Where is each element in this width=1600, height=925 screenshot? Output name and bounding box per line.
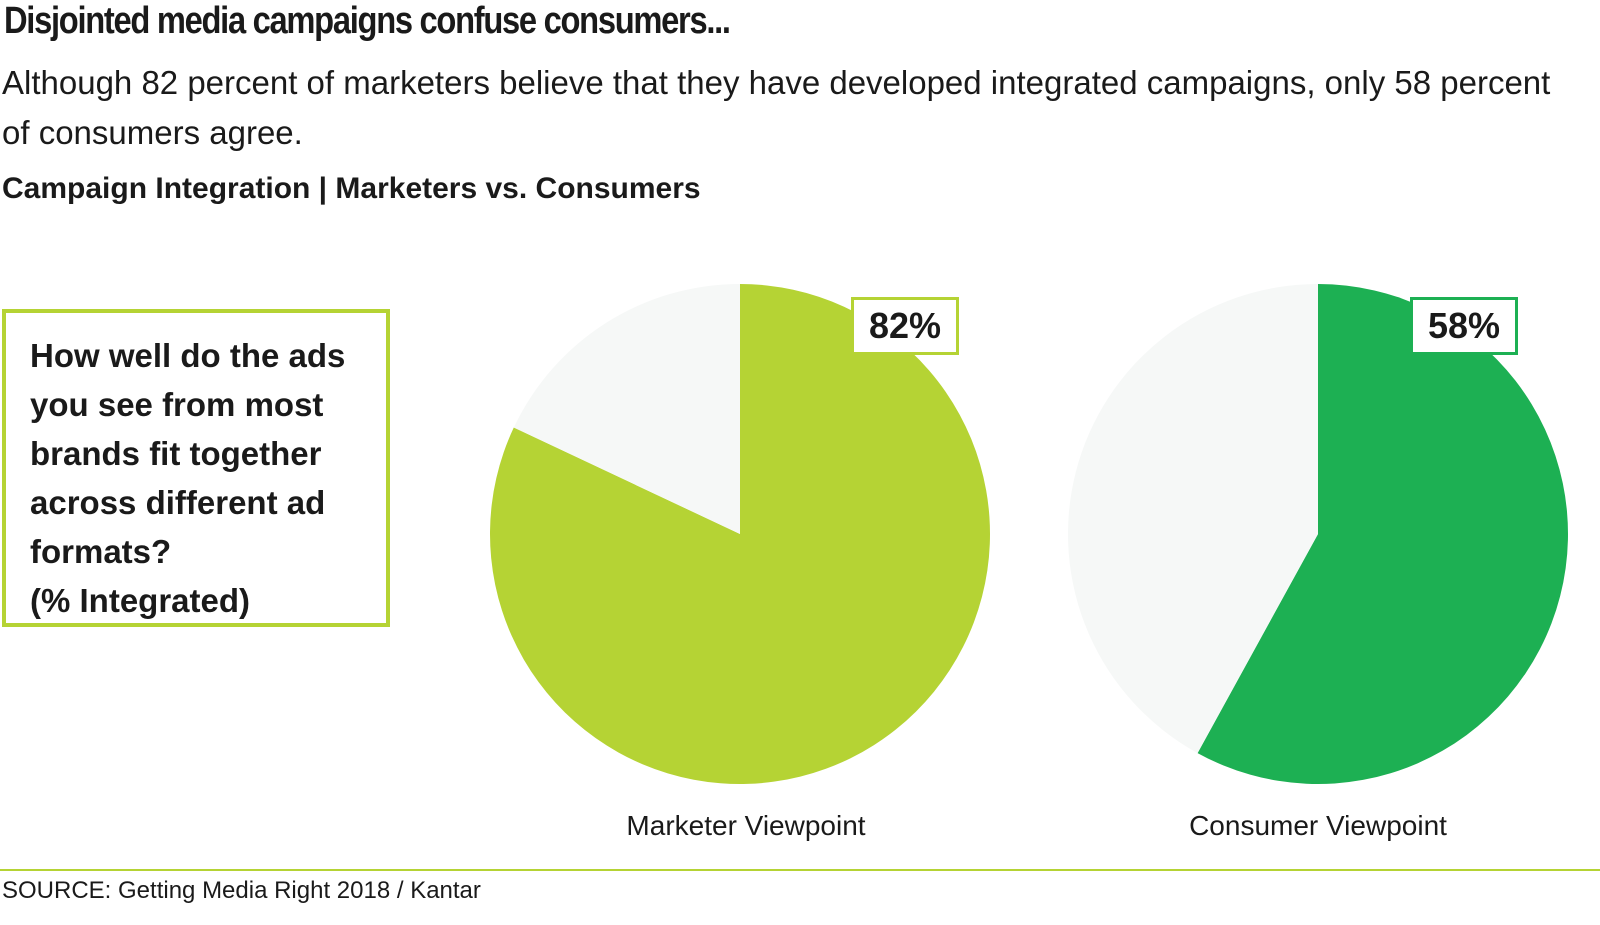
marketer-viewpoint-label: Marketer Viewpoint: [626, 810, 866, 841]
consumer-viewpoint-label: Consumer Viewpoint: [1189, 810, 1447, 841]
source-divider: [0, 869, 1600, 871]
consumer-percent-label: 58%: [1410, 297, 1518, 355]
marketer-pie-slice-not-integrated: [513, 284, 740, 534]
consumer-pie-slice-integrated: [1197, 284, 1568, 784]
question-box: How well do the ads you see from most br…: [2, 309, 390, 627]
consumer-pie-slice-not-integrated: [1067, 284, 1318, 754]
intro-text: Although 82 percent of marketers believe…: [2, 64, 1551, 151]
source-note: SOURCE: Getting Media Right 2018 / Kanta…: [2, 877, 481, 904]
chart-title: Campaign Integration | Marketers vs. Con…: [2, 172, 701, 205]
question-text: How well do the ads you see from most br…: [30, 337, 346, 570]
question-unit: (% Integrated): [30, 582, 251, 619]
headline: Disjointed media campaigns confuse consu…: [4, 0, 731, 42]
marketer-percent-label: 82%: [851, 297, 959, 355]
